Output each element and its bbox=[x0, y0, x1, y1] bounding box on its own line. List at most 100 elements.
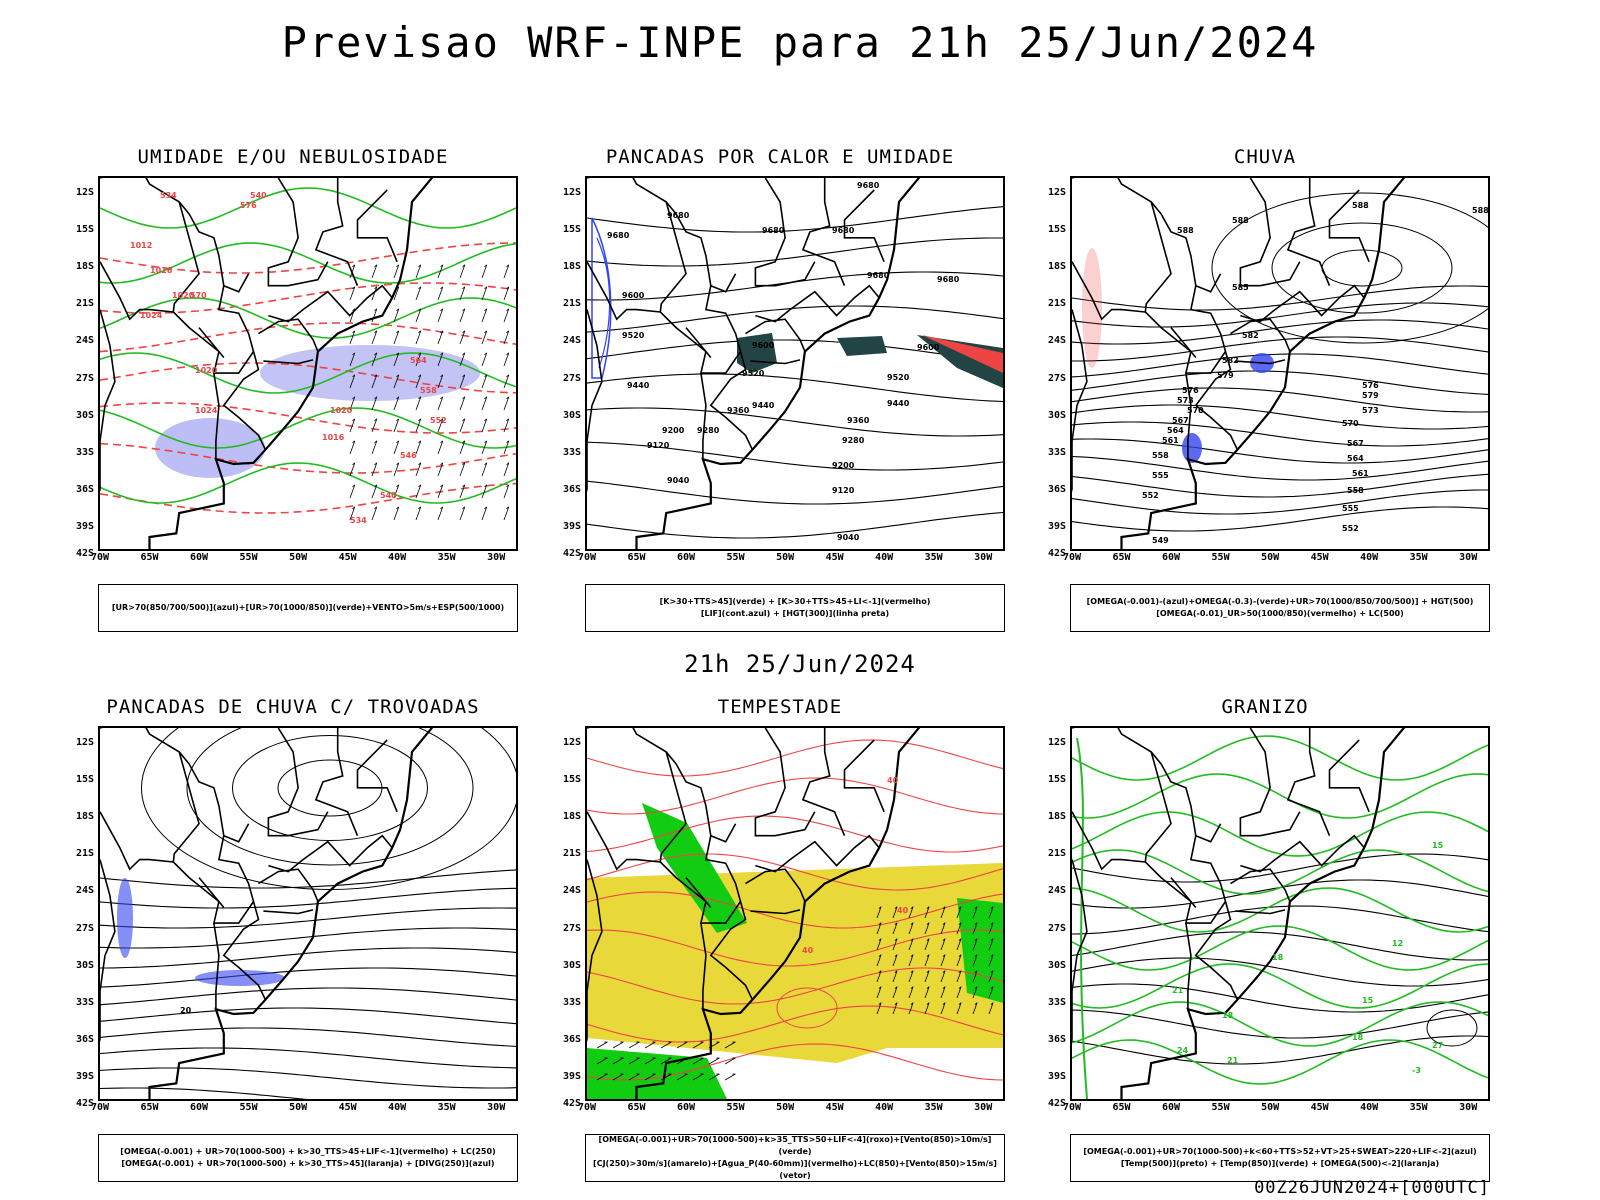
lon-label: 70W bbox=[90, 1102, 110, 1113]
lon-label: 55W bbox=[726, 1102, 745, 1113]
lat-label: 36S bbox=[1047, 483, 1066, 495]
contour-label: 555 bbox=[1152, 471, 1169, 480]
panel-chuva: CHUVA 588 588 588 588 585 582 582 579 576 573 570 56… bbox=[1030, 146, 1500, 632]
contour-label: 9360 bbox=[847, 416, 870, 425]
lat-label: 36S bbox=[75, 483, 94, 495]
contour-label: 9040 bbox=[837, 533, 860, 542]
panel-legend: [UR>70(850/700/500)](azul)+[UR>70(1000/8… bbox=[98, 584, 518, 632]
lat-label: 42S bbox=[75, 548, 94, 559]
contour-label: 9120 bbox=[832, 486, 855, 495]
contour-label: 1024 bbox=[195, 406, 218, 415]
panel-title: CHUVA bbox=[1233, 146, 1297, 168]
contour-label: 579 bbox=[1362, 391, 1379, 400]
contour-label: 534 bbox=[160, 191, 177, 200]
lon-label: 35W bbox=[1409, 552, 1428, 563]
lat-label: 12S bbox=[75, 187, 94, 198]
map-frame: 20 bbox=[98, 726, 518, 1101]
lat-label: 15S bbox=[75, 224, 94, 236]
lat-label: 39S bbox=[562, 520, 581, 532]
contour-label: 9440 bbox=[627, 381, 650, 390]
lat-label: 27S bbox=[75, 922, 94, 934]
lon-label: 65W bbox=[140, 1102, 159, 1113]
contour-label: 9680 bbox=[607, 231, 630, 240]
contour-label: 27 bbox=[1432, 1041, 1443, 1050]
map-frame: 15 12 18 15 21 18 24 21 27 -3 18 bbox=[1070, 726, 1490, 1101]
contour-label: 15 bbox=[1362, 996, 1374, 1005]
lon-label: 40W bbox=[875, 1102, 894, 1113]
lat-label: 36S bbox=[562, 483, 581, 495]
contour-label: 576 bbox=[1182, 386, 1199, 395]
contour-label: 573 bbox=[1362, 406, 1379, 415]
lat-label: 42S bbox=[562, 1098, 581, 1109]
legend-line: [OMEGA(-0.001)+UR>70(1000-500)+k<60+TTS>… bbox=[1083, 1147, 1477, 1156]
contour-label: 534 bbox=[350, 516, 367, 525]
contour-label: 549 bbox=[1152, 536, 1169, 545]
contour-label: 9280 bbox=[842, 436, 865, 445]
lat-label: 27S bbox=[1047, 372, 1066, 384]
lon-label: 55W bbox=[1211, 552, 1230, 563]
contour-label: 540 bbox=[250, 191, 267, 200]
lon-label: 70W bbox=[1062, 1102, 1082, 1113]
lat-label: 12S bbox=[75, 737, 94, 748]
panel-title: GRANIZO bbox=[1221, 696, 1309, 718]
lat-label: 27S bbox=[562, 372, 581, 384]
lon-label: 70W bbox=[1062, 552, 1082, 563]
contour-label: 9680 bbox=[832, 226, 855, 235]
legend-line: [OMEGA(-0.001)+UR>70(1000-500)+k>35_TTS>… bbox=[598, 1135, 992, 1156]
lat-label: 42S bbox=[562, 548, 581, 559]
lon-label: 50W bbox=[289, 552, 308, 563]
lat-label: 24S bbox=[75, 885, 94, 897]
contour-label: 588 bbox=[1352, 201, 1369, 210]
contour-label: 552 bbox=[1142, 491, 1159, 500]
contour-label: 540 bbox=[380, 491, 397, 500]
map-frame: 40 40 40 bbox=[585, 726, 1005, 1101]
contour-label: 9680 bbox=[937, 275, 960, 284]
contour-label: 18 bbox=[1222, 1011, 1234, 1020]
contour-label: 570 bbox=[190, 291, 207, 300]
lon-label: 45W bbox=[1310, 552, 1329, 563]
lon-label: 35W bbox=[437, 552, 456, 563]
lon-label: 45W bbox=[338, 552, 357, 563]
contour-label: 582 bbox=[1242, 331, 1259, 340]
contour-label: 1016 bbox=[150, 266, 173, 275]
contour-label: 570 bbox=[1342, 419, 1359, 428]
contour-label: 588 bbox=[1177, 226, 1194, 235]
contour-label: 573 bbox=[1177, 396, 1194, 405]
lon-label: 70W bbox=[90, 552, 110, 563]
legend-line: [Temp(500)](preto) + [Temp(850)](verde) … bbox=[1120, 1159, 1440, 1168]
contour-label: 567 bbox=[1172, 416, 1189, 425]
contour-label: 564 bbox=[1347, 454, 1364, 463]
map-canvas: 9680 9680 9680 9680 9680 9680 9680 9600 9600 9600… bbox=[587, 178, 1003, 549]
panel-trovoadas: PANCADAS DE CHUVA C/ TROVOADAS 20 12S 15S 18… bbox=[58, 696, 528, 1182]
lon-label: 30W bbox=[487, 552, 506, 563]
contour-label: 558 bbox=[1347, 486, 1364, 495]
legend-line: [OMEGA(-0.001) + UR>70(1000-500) + k>30_… bbox=[121, 1159, 495, 1168]
lat-label: 15S bbox=[75, 774, 94, 786]
lat-label: 24S bbox=[562, 335, 581, 347]
lon-label: 50W bbox=[776, 552, 795, 563]
lat-label: 18S bbox=[1047, 261, 1066, 273]
lon-label: 60W bbox=[1162, 1102, 1181, 1113]
lat-label: 18S bbox=[562, 261, 581, 273]
legend-line: [CJ(250)>30m/s](amarelo)+[Agua_P(40-60mm… bbox=[593, 1159, 997, 1180]
lon-label: 60W bbox=[677, 1102, 696, 1113]
lon-label: 50W bbox=[776, 1102, 795, 1113]
lon-label: 65W bbox=[627, 1102, 646, 1113]
lat-label: 12S bbox=[562, 737, 581, 748]
panel-legend: [K>30+TTS>45](verde) + [K>30+TTS>45+LI<-… bbox=[585, 584, 1005, 632]
contour-label: 546 bbox=[400, 451, 417, 460]
panel-legend: [OMEGA(-0.001)-(azul)+OMEGA(-0.3)-(verde… bbox=[1070, 584, 1490, 632]
lon-label: 30W bbox=[974, 1102, 993, 1113]
lon-label: 60W bbox=[677, 552, 696, 563]
contour-label: 9280 bbox=[697, 426, 720, 435]
contour-label: 1016 bbox=[322, 433, 345, 442]
panel-title: TEMPESTADE bbox=[717, 696, 843, 718]
lat-label: 39S bbox=[562, 1070, 581, 1082]
contour-label: 9440 bbox=[752, 401, 775, 410]
lon-label: 40W bbox=[1360, 1102, 1379, 1113]
lat-label: 24S bbox=[1047, 335, 1066, 347]
lon-label: 40W bbox=[388, 552, 407, 563]
lat-label: 33S bbox=[75, 446, 94, 458]
map-canvas: 1012 1016 1020 1024 1020 1024 1020 1016 576 570 56… bbox=[100, 178, 516, 549]
lat-label: 21S bbox=[562, 848, 581, 860]
